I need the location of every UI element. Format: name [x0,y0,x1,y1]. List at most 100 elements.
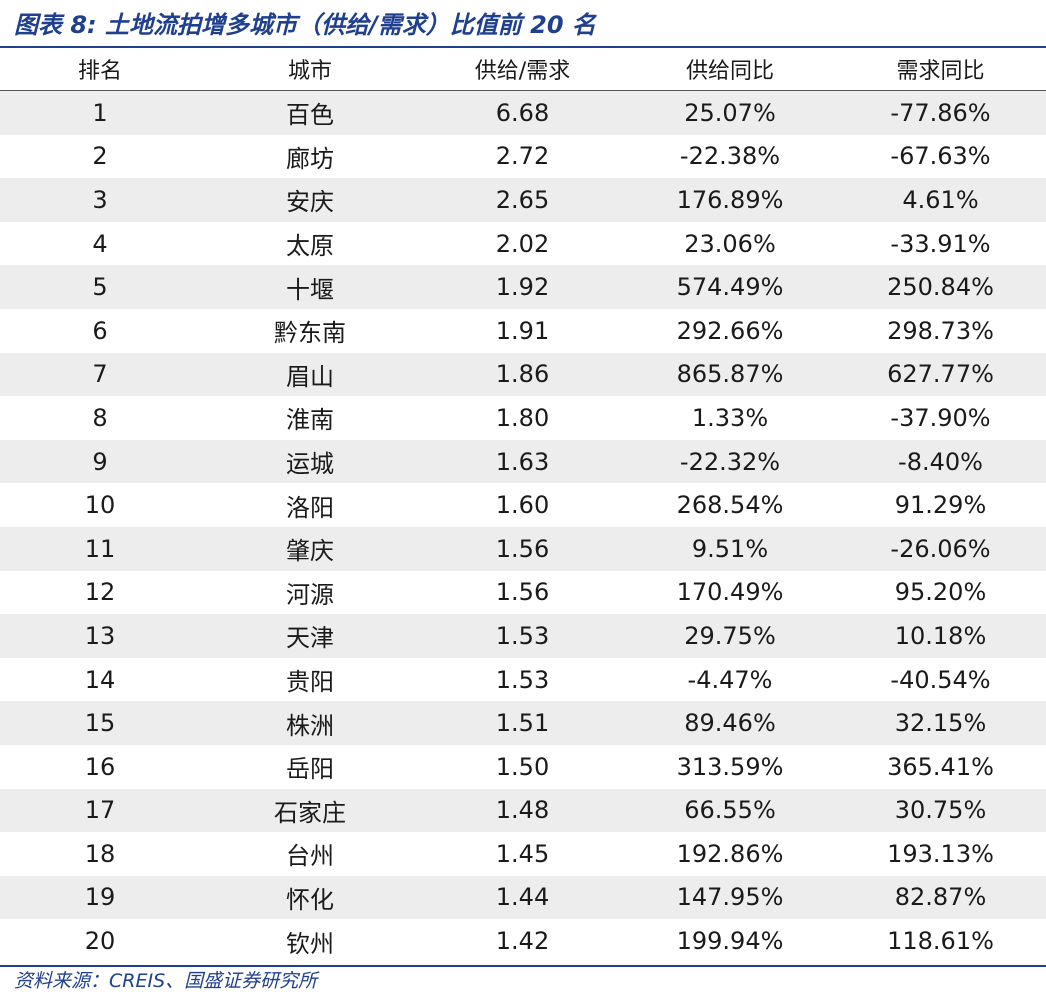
figure-title: 图表 8: 土地流拍增多城市（供给/需求）比值前 20 名 [14,11,596,39]
footer-divider [0,965,1046,967]
header-rank: 排名 [77,59,122,84]
cell-supply-yoy: 574.49% [676,273,784,302]
table-row: 16 岳阳 1.50 313.59% 365.41% [0,745,1046,789]
table-row: 11 肇庆 1.56 9.51% -26.06% [0,526,1046,571]
table-row: 7 眉山 1.86 865.87% 627.77% [0,352,1046,397]
cell-demand-yoy: 4.61% [902,185,979,214]
cell-rank: 19 [84,883,116,912]
cell-rank: 16 [84,752,116,781]
cell-demand-yoy: 193.13% [887,839,994,868]
cell-ratio: 1.51 [495,709,550,738]
cell-rank: 7 [92,360,108,389]
header-supply-demand-ratio: 供给/需求 [474,59,571,84]
cell-supply-yoy: 865.87% [676,360,784,389]
cell-rank: 3 [92,185,108,214]
table-row: 20 钦州 1.42 199.94% 118.61% [0,919,1046,963]
table-header: 排名 城市 供给/需求 供给同比 需求同比 [0,48,1046,91]
table-row: 3 安庆 2.65 176.89% 4.61% [0,178,1046,222]
cell-demand-yoy: 82.87% [894,883,987,912]
cell-demand-yoy: -37.90% [890,403,991,432]
cell-rank: 1 [92,98,108,127]
table-row: 2 廊坊 2.72 -22.38% -67.63% [0,135,1046,179]
cell-demand-yoy: 30.75% [894,796,987,825]
cell-city: 廊坊 [286,144,334,173]
cell-ratio: 1.42 [495,927,550,956]
cell-city: 株洲 [286,711,334,740]
cell-supply-yoy: 1.33% [691,403,769,432]
table-row: 18 台州 1.45 192.86% 193.13% [0,832,1046,876]
cell-demand-yoy: -67.63% [890,142,991,171]
cell-rank: 9 [92,447,108,476]
cell-supply-yoy: 268.54% [676,491,784,520]
cell-ratio: 2.65 [495,185,550,214]
cell-rank: 11 [84,534,116,563]
cell-demand-yoy: 365.41% [887,752,994,781]
cell-supply-yoy: 25.07% [684,98,776,127]
table-row: 6 黔东南 1.91 292.66% 298.73% [0,309,1046,353]
cell-ratio: 1.86 [495,360,550,389]
cell-demand-yoy: 91.29% [894,491,987,520]
cell-demand-yoy: -40.54% [890,665,991,694]
cell-ratio: 1.91 [495,316,550,345]
title-divider [0,46,1046,48]
cell-ratio: 1.60 [495,491,550,520]
cell-ratio: 1.80 [495,403,550,432]
cell-demand-yoy: 95.20% [894,578,987,607]
cell-city: 太原 [286,232,334,261]
table-row: 14 贵阳 1.53 -4.47% -40.54% [0,658,1046,702]
cell-supply-yoy: 170.49% [676,578,784,607]
cell-rank: 2 [92,142,108,171]
cell-supply-yoy: 313.59% [676,752,784,781]
cell-demand-yoy: -33.91% [890,229,991,258]
cell-city: 淮南 [286,406,334,435]
cell-rank: 12 [84,578,116,607]
cell-ratio: 1.56 [495,578,550,607]
table-body: 1 百色 6.68 25.07% -77.86% 2 廊坊 2.72 -22.38% -67.63… [0,91,1046,963]
table-row: 5 十堰 1.92 574.49% 250.84% [0,265,1046,309]
cell-city: 台州 [286,842,334,871]
cell-supply-yoy: 292.66% [676,316,784,345]
table-row: 9 运城 1.63 -22.32% -8.40% [0,439,1046,484]
cell-city: 安庆 [286,188,334,217]
cell-ratio: 1.92 [495,273,550,302]
table-row: 1 百色 6.68 25.07% -77.86% [0,91,1046,135]
cell-rank: 20 [84,927,116,956]
cell-city: 怀化 [286,885,334,914]
cell-city: 运城 [286,450,334,479]
cell-ratio: 1.53 [495,621,550,650]
cell-rank: 18 [84,839,116,868]
cell-city: 洛阳 [286,493,334,522]
cell-rank: 6 [92,316,108,345]
table-row: 15 株洲 1.51 89.46% 32.15% [0,701,1046,745]
cell-supply-yoy: 199.94% [676,927,784,956]
cell-demand-yoy: -77.86% [890,98,991,127]
cell-supply-yoy: 23.06% [684,229,776,258]
cell-supply-yoy: 89.46% [684,709,776,738]
cell-city: 肇庆 [286,537,334,566]
cell-supply-yoy: 29.75% [684,621,776,650]
cell-ratio: 1.53 [495,665,550,694]
cell-demand-yoy: 298.73% [887,316,994,345]
cell-city: 天津 [286,624,334,653]
cell-rank: 4 [92,229,108,258]
cell-rank: 17 [84,796,116,825]
table-row: 4 太原 2.02 23.06% -33.91% [0,222,1046,266]
cell-ratio: 1.56 [495,534,550,563]
cell-demand-yoy: -26.06% [890,534,991,563]
table-row: 10 洛阳 1.60 268.54% 91.29% [0,483,1046,527]
cell-supply-yoy: 147.95% [676,883,784,912]
cell-demand-yoy: 627.77% [887,360,994,389]
header-city: 城市 [287,59,332,84]
table-row: 13 天津 1.53 29.75% 10.18% [0,614,1046,658]
cell-city: 钦州 [286,929,334,958]
cell-supply-yoy: -22.32% [679,447,781,476]
source-note: 资料来源：CREIS、国盛证券研究所 [14,970,318,992]
cell-ratio: 2.02 [495,229,550,258]
cell-rank: 14 [84,665,116,694]
cell-demand-yoy: 10.18% [894,621,987,650]
cell-city: 百色 [286,101,334,130]
table-row: 17 石家庄 1.48 66.55% 30.75% [0,788,1046,833]
cell-city: 河源 [286,580,334,609]
header-demand-yoy: 需求同比 [896,59,985,84]
